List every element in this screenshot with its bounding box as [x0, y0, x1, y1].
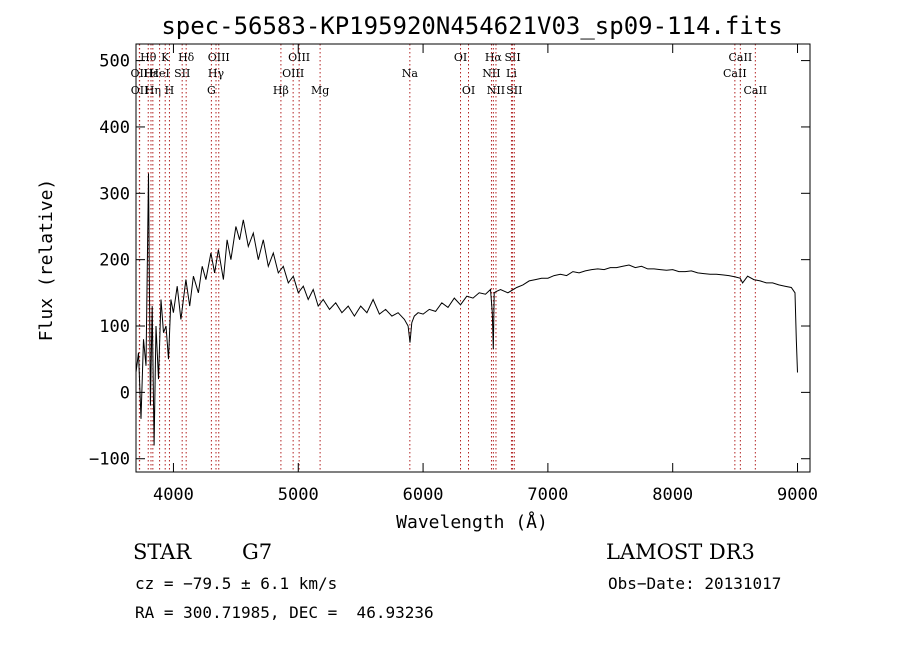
- flux-series-line-0: [135, 173, 798, 446]
- line-marker-label-25: SII: [506, 84, 522, 97]
- x-tick-label-0: 4000: [153, 485, 194, 505]
- axis-ticks: 4000 5000 6000 7000 8000 9000 −100 0 100 200 300 40…: [89, 44, 818, 505]
- object-subclass: G7: [242, 540, 273, 564]
- line-marker-label-18: OI: [454, 51, 467, 64]
- y-tick-label-5: 400: [99, 118, 130, 138]
- line-marker-label-4: Hη: [145, 84, 161, 97]
- x-tick-label-5: 9000: [777, 485, 818, 505]
- x-tick-label-1: 5000: [278, 485, 319, 505]
- line-marker-label-26: CaII: [729, 51, 753, 64]
- y-tick-label-1: 0: [120, 383, 130, 403]
- redshift-cz: cz = −79.5 ± 6.1 km/s: [135, 574, 338, 593]
- line-marker-label-24: Li: [506, 67, 517, 80]
- y-tick-label-4: 300: [99, 184, 130, 204]
- chart-title: spec-56583-KP195920N454621V03_sp09-114.f…: [161, 12, 782, 40]
- line-marker-label-3: Hε: [143, 67, 159, 80]
- line-marker-label-6: HeI: [149, 67, 169, 80]
- x-tick-label-4: 8000: [652, 485, 693, 505]
- line-marker-label-27: CaII: [723, 67, 747, 80]
- line-marker-label-28: CaII: [743, 84, 767, 97]
- line-marker-label-2: OII: [131, 84, 149, 97]
- plot-frame: [135, 43, 811, 473]
- y-tick-label-2: 100: [99, 317, 130, 337]
- x-tick-label-3: 7000: [527, 485, 568, 505]
- line-marker-label-10: OIII: [208, 51, 230, 64]
- x-tick-label-2: 6000: [403, 485, 444, 505]
- line-marker-label-13: Hβ: [273, 84, 289, 97]
- line-marker-label-11: Hγ: [208, 67, 225, 80]
- line-marker-label-22: NII: [487, 84, 505, 97]
- y-tick-label-6: 500: [99, 52, 130, 72]
- sky-coordinates: RA = 300.71985, DEC = 46.93236: [135, 603, 434, 622]
- line-marker-label-20: Hα: [485, 51, 503, 64]
- line-marker-label-8: SII: [174, 67, 190, 80]
- line-marker-label-0: Hθ: [140, 51, 157, 64]
- line-marker-label-5: K: [161, 51, 170, 64]
- line-marker-label-7: H: [165, 84, 175, 97]
- object-class: STAR: [133, 540, 192, 564]
- y-tick-label-3: 200: [99, 251, 130, 271]
- line-marker-label-23: SII: [504, 51, 520, 64]
- observation-date: Obs−Date: 20131017: [608, 574, 782, 593]
- line-marker-label-9: Hδ: [178, 51, 195, 64]
- line-marker-label-16: Mg: [311, 84, 329, 97]
- y-tick-label-0: −100: [89, 450, 130, 470]
- line-marker-label-15: OIII: [282, 67, 304, 80]
- y-axis-title: Flux (relative): [36, 179, 57, 342]
- line-marker-label-17: Na: [402, 67, 419, 80]
- line-marker-label-14: OIII: [288, 51, 310, 64]
- line-marker-label-12: G: [207, 84, 216, 97]
- flux-series-layer: [135, 173, 798, 446]
- x-axis-title: Wavelength (Å): [396, 511, 548, 533]
- survey-name: LAMOST DR3: [606, 540, 755, 564]
- line-marker-label-19: OI: [462, 84, 475, 97]
- line-marker-label-21: NII: [482, 67, 500, 80]
